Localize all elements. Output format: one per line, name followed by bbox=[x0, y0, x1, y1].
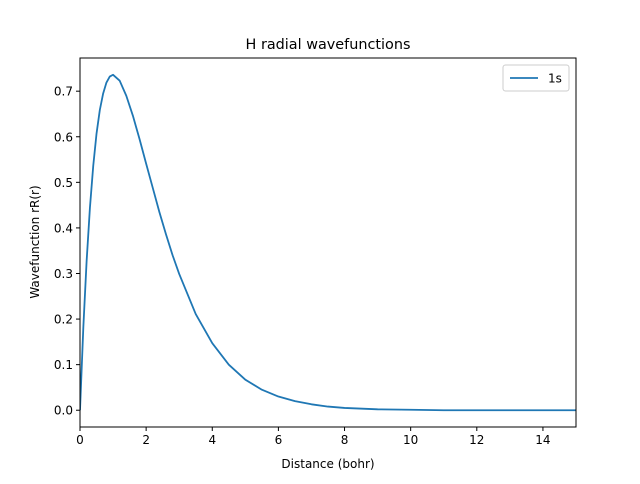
x-axis-label: Distance (bohr) bbox=[281, 457, 374, 471]
x-tick-label: 6 bbox=[275, 433, 283, 447]
y-tick-label: 0.1 bbox=[54, 358, 73, 372]
y-tick-label: 0.2 bbox=[54, 313, 73, 327]
y-tick-label: 0.4 bbox=[54, 221, 73, 235]
plot-area: 0 2 4 6 8 10 12 14 0.0 0.1 0.2 0.3 0.4 0.5 0.6 0.7 1s bbox=[54, 57, 577, 447]
y-tick-label: 0.0 bbox=[54, 404, 73, 418]
x-tick-label: 14 bbox=[535, 433, 550, 447]
x-tick-label: 10 bbox=[403, 433, 418, 447]
x-tick-label: 4 bbox=[208, 433, 216, 447]
x-tick-label: 12 bbox=[469, 433, 484, 447]
y-tick-label: 0.3 bbox=[54, 267, 73, 281]
legend: 1s bbox=[502, 64, 570, 92]
x-tick-label: 0 bbox=[76, 433, 84, 447]
y-axis-label: Wavefunction rR(r) bbox=[28, 185, 42, 298]
y-tick-label: 0.7 bbox=[54, 85, 73, 99]
legend-label: 1s bbox=[548, 72, 562, 86]
y-tick-label: 0.6 bbox=[54, 130, 73, 144]
axes-frame bbox=[79, 57, 577, 428]
x-tick-label: 2 bbox=[142, 433, 150, 447]
x-tick-label: 8 bbox=[341, 433, 349, 447]
chart-title: H radial wavefunctions bbox=[246, 37, 411, 53]
series-line-1s bbox=[80, 73, 576, 412]
y-tick-label: 0.5 bbox=[54, 176, 73, 190]
